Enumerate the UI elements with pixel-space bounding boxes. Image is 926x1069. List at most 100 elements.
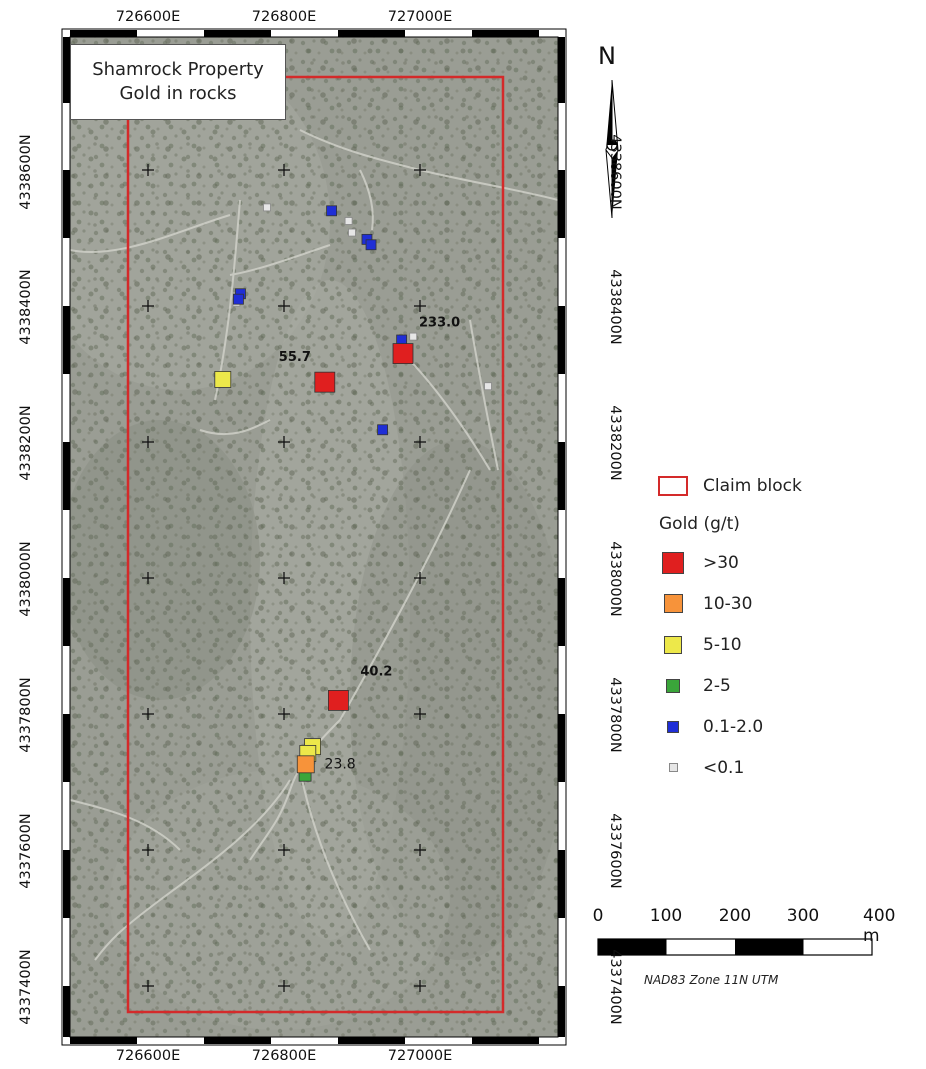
grid-cross <box>142 436 154 448</box>
legend-swatch <box>668 763 678 772</box>
northing-label-right-6: 4337600N <box>607 813 623 889</box>
north-arrow-icon <box>605 79 619 219</box>
grid-crosses <box>142 164 426 992</box>
sample-point[interactable] <box>365 239 377 251</box>
legend-classes: >30 10-30 5-10 2-5 0.1-2.0 <0.1 <box>655 542 895 788</box>
northing-label-left-4: 4338000N <box>18 541 34 617</box>
easting-label-bottom-1: 726600E <box>115 1048 181 1064</box>
grid-cross <box>414 300 426 312</box>
grid-cross <box>142 980 154 992</box>
sample-value-label: 55.7 <box>279 350 311 365</box>
sample-value-label: 23.8 <box>325 757 356 773</box>
grid-cross <box>278 164 290 176</box>
northing-label-left-1: 4338600N <box>18 134 34 210</box>
grid-cross <box>278 300 290 312</box>
scale-tick-0: 0 <box>592 906 604 926</box>
northing-label-left-2: 4338400N <box>18 269 34 345</box>
legend-heading-gold: Gold (g/t) <box>659 514 740 534</box>
northing-label-right-2: 4338400N <box>607 269 623 345</box>
sample-point[interactable] <box>263 203 271 212</box>
sample-point[interactable] <box>377 424 389 436</box>
grid-cross <box>414 436 426 448</box>
northing-label-right-1: 4338600N <box>607 134 623 210</box>
grid-cross <box>414 164 426 176</box>
legend-swatch <box>664 635 682 654</box>
grid-cross <box>414 708 426 720</box>
sample-point[interactable] <box>296 755 315 774</box>
easting-label-top-3: 727000E <box>387 9 453 25</box>
legend-label: <0.1 <box>703 757 745 778</box>
northing-label-right-3: 4338200N <box>607 405 623 481</box>
grid-cross <box>414 980 426 992</box>
legend-item: <0.1 <box>655 747 895 788</box>
projection-note: NAD83 Zone 11N UTM <box>644 973 779 987</box>
grid-cross <box>142 708 154 720</box>
legend-item: 0.1-2.0 <box>655 706 895 747</box>
legend-swatch <box>663 594 683 613</box>
map-legend: Claim block Gold (g/t) >30 10-30 5-10 2-5 0.… <box>655 465 895 788</box>
map-title-line1: Shamrock Property <box>92 59 264 80</box>
sample-point[interactable] <box>326 205 338 217</box>
scale-tick-200: 200 <box>718 906 752 926</box>
scale-bar <box>597 938 873 956</box>
sample-point[interactable] <box>233 293 244 305</box>
grid-cross <box>142 844 154 856</box>
legend-label: 10-30 <box>703 593 753 614</box>
aerial-imagery <box>70 37 558 1037</box>
legend-label-claim-block: Claim block <box>703 475 802 496</box>
easting-label-bottom-3: 727000E <box>387 1048 453 1064</box>
legend-label: 0.1-2.0 <box>703 716 764 737</box>
easting-label-top-2: 726800E <box>251 9 317 25</box>
sample-point[interactable] <box>214 371 232 388</box>
grid-cross <box>414 844 426 856</box>
easting-label-top-1: 726600E <box>115 9 181 25</box>
grid-cross <box>142 572 154 584</box>
sample-point[interactable] <box>344 217 353 225</box>
legend-swatch <box>662 551 684 574</box>
northing-label-left-6: 4337600N <box>18 813 34 889</box>
scale-tick-300: 300 <box>786 906 820 926</box>
grid-cross <box>278 572 290 584</box>
grid-cross <box>142 164 154 176</box>
legend-item: 10-30 <box>655 583 895 624</box>
northing-label-left-5: 4337800N <box>18 677 34 753</box>
scale-tick-400: 400 m <box>863 906 896 946</box>
northing-label-right-7: 4337400N <box>607 949 623 1025</box>
legend-label: >30 <box>703 552 739 573</box>
sample-value-label: 40.2 <box>360 664 392 679</box>
sample-points: 23.8 55.7 233.0 40.2 <box>214 203 492 782</box>
legend-item-claim-block: Claim block <box>655 465 895 506</box>
legend-label: 5-10 <box>703 634 742 655</box>
map-title: Shamrock Property Gold in rocks <box>70 44 286 120</box>
northing-label-left-7: 4337400N <box>18 949 34 1025</box>
map-title-line2: Gold in rocks <box>119 83 237 104</box>
legend-swatch <box>666 678 680 693</box>
claim-block-swatch <box>658 475 688 496</box>
legend-swatch <box>667 720 679 733</box>
map-border <box>61 28 567 1046</box>
sample-point[interactable] <box>409 332 418 341</box>
sample-point[interactable] <box>348 228 356 237</box>
sample-point[interactable] <box>314 371 336 393</box>
grid-cross <box>278 844 290 856</box>
claim-block[interactable] <box>126 75 505 1014</box>
sample-point[interactable] <box>392 343 414 365</box>
grid-cross <box>278 980 290 992</box>
easting-label-bottom-2: 726800E <box>251 1048 317 1064</box>
grid-cross <box>414 572 426 584</box>
northing-label-right-4: 4338000N <box>607 541 623 617</box>
legend-label: 2-5 <box>703 675 731 696</box>
legend-item: 2-5 <box>655 665 895 706</box>
sample-value-label: 233.0 <box>419 316 460 331</box>
grid-cross <box>278 436 290 448</box>
legend-item: >30 <box>655 542 895 583</box>
legend-item: 5-10 <box>655 624 895 665</box>
northing-label-left-3: 4338200N <box>18 405 34 481</box>
grid-cross <box>278 708 290 720</box>
grid-cross <box>142 300 154 312</box>
northing-label-right-5: 4337800N <box>607 677 623 753</box>
sample-point[interactable] <box>327 690 349 711</box>
sample-point[interactable] <box>484 382 492 391</box>
scale-tick-100: 100 <box>649 906 683 926</box>
